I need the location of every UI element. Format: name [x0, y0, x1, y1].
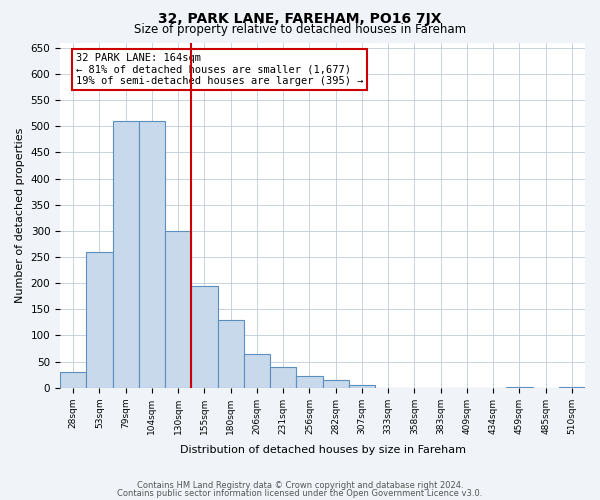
Bar	[323, 380, 349, 388]
Bar	[60, 372, 86, 388]
Text: Size of property relative to detached houses in Fareham: Size of property relative to detached ho…	[134, 22, 466, 36]
Text: Contains public sector information licensed under the Open Government Licence v3: Contains public sector information licen…	[118, 488, 482, 498]
Bar	[218, 320, 244, 388]
Bar	[113, 121, 139, 388]
Bar	[270, 367, 296, 388]
Bar	[244, 354, 270, 388]
Bar	[506, 386, 533, 388]
Y-axis label: Number of detached properties: Number of detached properties	[15, 128, 25, 303]
Text: 32 PARK LANE: 164sqm
← 81% of detached houses are smaller (1,677)
19% of semi-de: 32 PARK LANE: 164sqm ← 81% of detached h…	[76, 53, 363, 86]
Bar	[139, 121, 165, 388]
X-axis label: Distribution of detached houses by size in Fareham: Distribution of detached houses by size …	[179, 445, 466, 455]
Bar	[86, 252, 113, 388]
Bar	[559, 386, 585, 388]
Text: Contains HM Land Registry data © Crown copyright and database right 2024.: Contains HM Land Registry data © Crown c…	[137, 481, 463, 490]
Bar	[296, 376, 323, 388]
Bar	[349, 385, 375, 388]
Bar	[165, 231, 191, 388]
Text: 32, PARK LANE, FAREHAM, PO16 7JX: 32, PARK LANE, FAREHAM, PO16 7JX	[158, 12, 442, 26]
Bar	[191, 286, 218, 388]
